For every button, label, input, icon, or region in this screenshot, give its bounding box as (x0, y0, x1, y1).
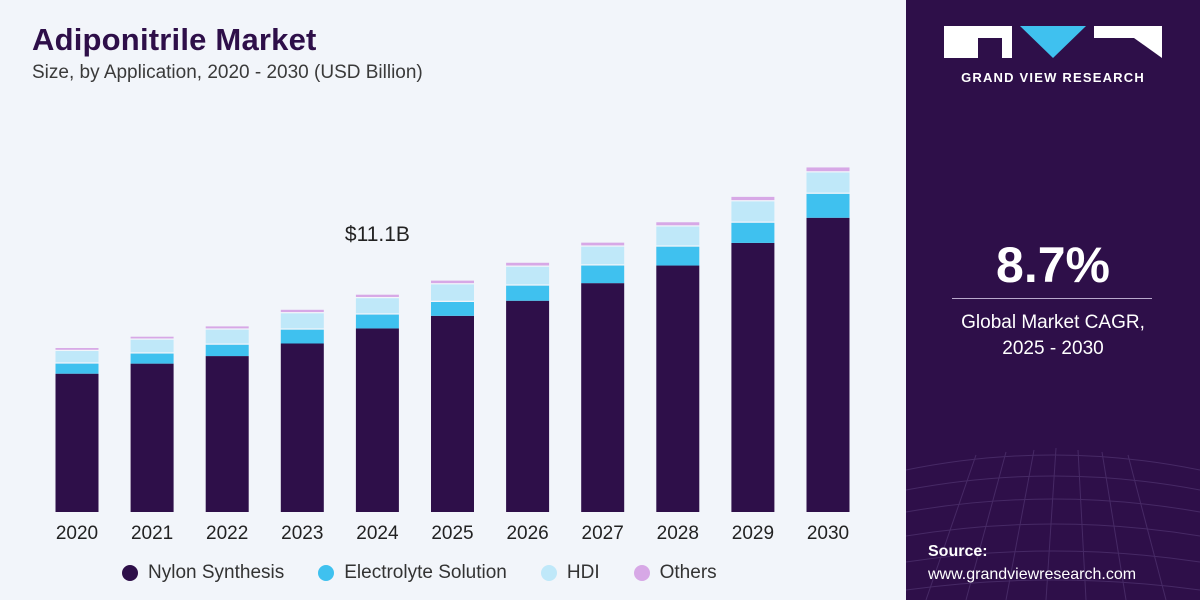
bar-electrolyte-solution-2020 (55, 363, 99, 374)
x-tick-label: 2022 (206, 523, 248, 544)
x-tick-label: 2024 (356, 523, 399, 544)
brand-name: GRAND VIEW RESEARCH (961, 70, 1145, 85)
bar-electrolyte-solution-2027 (581, 265, 625, 284)
sidebar-panel: GRAND VIEW RESEARCH 8.7% Global Market C… (906, 0, 1200, 600)
bar-hdi-2030 (806, 172, 850, 193)
gvr-logo (944, 26, 1162, 58)
bar-others-2025 (431, 280, 474, 284)
bar-nylon-synthesis-2022 (205, 356, 249, 512)
bar-nylon-synthesis-2023 (280, 343, 324, 512)
bar-nylon-synthesis-2027 (581, 283, 625, 512)
bar-others-2027 (581, 242, 625, 246)
bar-nylon-synthesis-2029 (731, 242, 775, 512)
bar-nylon-synthesis-2024 (355, 328, 399, 512)
x-tick-label: 2020 (56, 523, 98, 544)
bar-nylon-synthesis-2028 (656, 265, 700, 512)
legend-swatch (318, 565, 335, 581)
x-tick-label: 2023 (281, 523, 323, 544)
cagr-value: 8.7% (996, 237, 1110, 293)
chart-title: Adiponitrile Market (32, 22, 317, 57)
cagr-label: Global Market CAGR, 2025 - 2030 (906, 310, 1200, 362)
bar-nylon-synthesis-2021 (130, 363, 174, 512)
bar-others-2024 (355, 294, 399, 297)
bar-hdi-2027 (581, 246, 625, 265)
bar-hdi-2028 (656, 226, 700, 246)
bar-electrolyte-solution-2023 (280, 329, 324, 344)
bar-nylon-synthesis-2030 (806, 217, 850, 513)
bar-others-2028 (656, 222, 700, 226)
bar-others-2029 (731, 196, 775, 201)
legend-label: Nylon Synthesis (148, 562, 285, 583)
bar-hdi-2022 (205, 329, 249, 344)
source-label: Source: (928, 543, 988, 560)
cagr-label-line2: 2025 - 2030 (1002, 338, 1104, 359)
bar-electrolyte-solution-2030 (806, 193, 850, 218)
bar-hdi-2021 (130, 339, 174, 353)
chart-legend: Nylon Synthesis Electrolyte Solution HDI Ot… (122, 562, 751, 584)
bar-electrolyte-solution-2029 (731, 222, 775, 243)
cagr-label-line1: Global Market CAGR, (961, 312, 1145, 333)
source-link[interactable]: www.grandviewresearch.com (928, 566, 1137, 583)
x-tick-label: 2030 (807, 523, 849, 544)
bar-electrolyte-solution-2025 (431, 301, 474, 316)
bar-electrolyte-solution-2021 (130, 353, 174, 364)
bar-others-2026 (506, 262, 550, 266)
bar-others-2021 (130, 336, 174, 339)
legend-swatch (633, 565, 650, 581)
wireframe-background (906, 447, 1200, 600)
legend-swatch (122, 565, 138, 581)
bar-electrolyte-solution-2022 (205, 344, 249, 357)
bar-others-2020 (55, 348, 99, 350)
bar-hdi-2024 (355, 298, 399, 314)
x-tick-label: 2027 (582, 523, 624, 544)
x-tick-label: 2028 (657, 523, 699, 544)
bar-nylon-synthesis-2026 (506, 300, 550, 512)
bar-hdi-2026 (506, 266, 550, 285)
divider (952, 298, 1152, 299)
legend-swatch (540, 565, 557, 581)
legend-label: Electrolyte Solution (344, 562, 507, 583)
bar-hdi-2029 (731, 201, 775, 222)
bar-others-2022 (205, 326, 249, 329)
bar-electrolyte-solution-2026 (506, 285, 550, 301)
bar-nylon-synthesis-2020 (55, 373, 99, 512)
x-tick-label: 2026 (506, 523, 548, 544)
legend-item: Nylon Synthesis (122, 562, 284, 584)
legend-item: Others (633, 562, 717, 584)
legend-label: HDI (566, 562, 600, 583)
bar-electrolyte-solution-2024 (355, 314, 399, 329)
x-tick-label: 2025 (431, 523, 473, 544)
bar-others-2030 (806, 167, 850, 172)
stacked-bar-chart: 2020 2021 2022 2023 2024 2025 2026 2027 2028 2029… (55, 167, 850, 544)
bar-electrolyte-solution-2028 (656, 246, 700, 266)
chart-panel: Adiponitrile Market Size, by Application… (32, 22, 850, 584)
bar-hdi-2023 (280, 313, 324, 329)
legend-label: Others (659, 562, 717, 583)
x-tick-label: 2021 (131, 523, 173, 544)
legend-item: Electrolyte Solution (318, 562, 507, 584)
data-label-annotation: $11.1B (345, 223, 410, 246)
x-tick-label: 2029 (732, 523, 774, 544)
bar-hdi-2020 (55, 351, 99, 363)
bar-hdi-2025 (431, 284, 474, 301)
legend-item: HDI (540, 562, 600, 584)
bar-nylon-synthesis-2025 (431, 315, 474, 512)
bar-others-2023 (280, 309, 324, 313)
chart-subtitle: Size, by Application, 2020 - 2030 (USD B… (32, 62, 423, 83)
